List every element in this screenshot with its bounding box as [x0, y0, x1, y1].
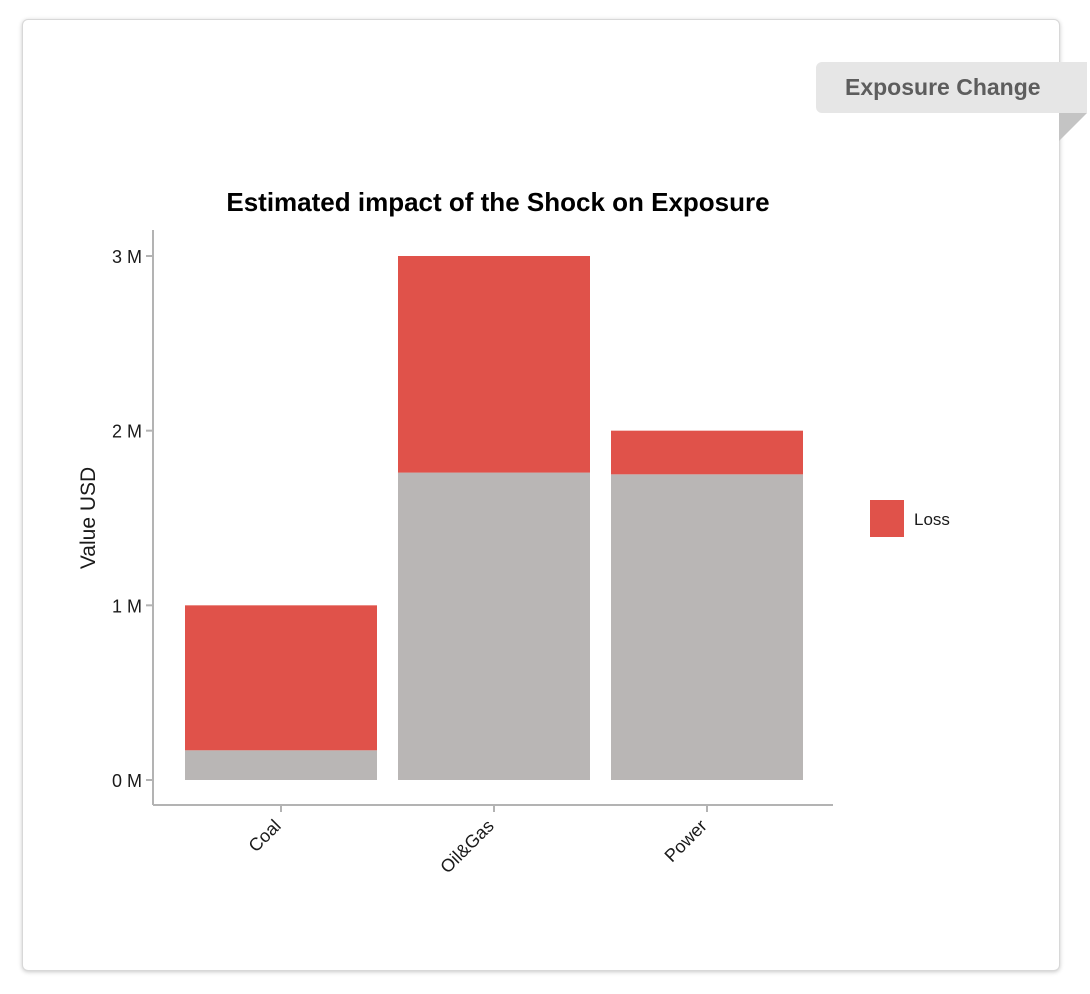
bar-remaining-coal: [185, 750, 377, 780]
x-tick-label-power: Power: [661, 816, 711, 866]
y-tick-label: 2 M: [112, 422, 142, 442]
badge-label: Exposure Change: [845, 74, 1041, 100]
x-tick-label-coal: Coal: [245, 816, 285, 856]
bars-group: [185, 256, 803, 780]
bar-loss-oil-gas: [398, 256, 590, 473]
y-tick-label: 3 M: [112, 247, 142, 267]
bar-loss-coal: [185, 605, 377, 751]
bar-loss-power: [611, 430, 803, 475]
bar-remaining-power: [611, 474, 803, 780]
y-axis-title: Value USD: [77, 467, 100, 569]
legend-swatch-loss: [870, 500, 904, 537]
y-tick-label: 1 M: [112, 596, 142, 616]
bar-remaining-oil-gas: [398, 472, 590, 780]
legend-label-loss: Loss: [914, 510, 950, 529]
y-tick-label: 0 M: [112, 771, 142, 791]
exposure-change-badge: Exposure Change: [816, 62, 1087, 113]
badge-fold: [1059, 113, 1087, 141]
chart-title: Estimated impact of the Shock on Exposur…: [226, 187, 769, 217]
legend: Loss: [870, 500, 950, 537]
x-tick-label-oil-gas: Oil&Gas: [436, 816, 498, 878]
